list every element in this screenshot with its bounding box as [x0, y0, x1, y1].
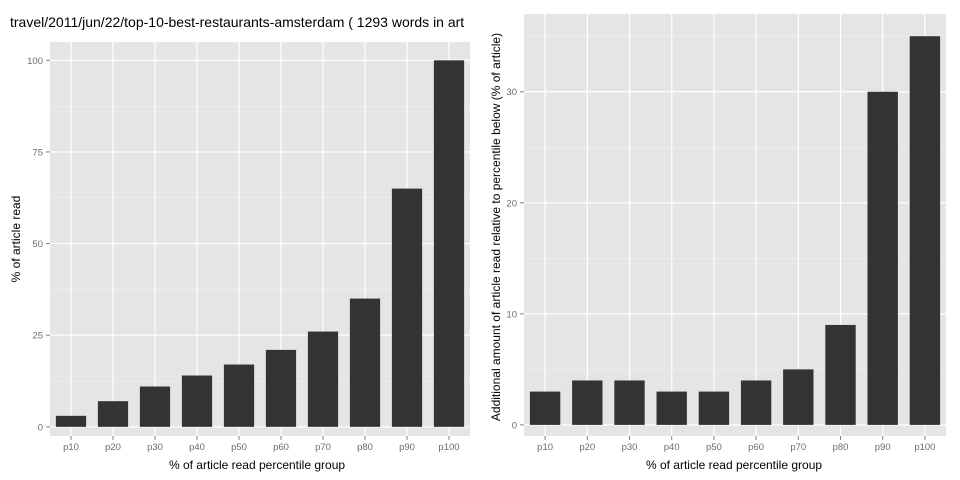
x-tick-label: p10 [537, 442, 553, 453]
y-axis-title: % of article read [9, 196, 23, 283]
bar-p40 [656, 391, 687, 425]
x-tick-label: p80 [357, 442, 373, 453]
y-tick-label: 30 [506, 87, 517, 98]
x-tick-label: p90 [399, 442, 415, 453]
y-axis-ticks: 0 10 20 30 [506, 87, 524, 431]
bar-p40 [181, 375, 213, 427]
x-axis-ticks: p10 p20 p30 p40 p50 p60 p70 p80 p90 p100 [63, 436, 460, 453]
x-axis-ticks: p10 p20 p30 p40 p50 p60 p70 p80 p90 p100 [537, 436, 935, 453]
x-tick-label: p20 [579, 442, 595, 453]
x-tick-label: p100 [438, 442, 459, 453]
y-axis-ticks: 0 25 50 75 100 [27, 56, 50, 433]
bar-p10 [529, 391, 561, 425]
y-tick-label: 50 [32, 239, 43, 250]
x-tick-label: p50 [231, 442, 247, 453]
bar-p80 [349, 298, 381, 427]
y-axis-title: Additional amount of article read relati… [489, 33, 503, 421]
bars [529, 36, 941, 425]
x-tick-label: p60 [748, 442, 764, 453]
x-axis-title: % of article read percentile group [646, 458, 822, 472]
y-tick-label: 0 [512, 420, 517, 431]
y-tick-label: 100 [27, 56, 43, 67]
bar-p70 [783, 369, 814, 425]
x-tick-label: p100 [914, 442, 935, 453]
x-tick-label: p50 [706, 442, 722, 453]
bar-p90 [391, 188, 423, 427]
x-tick-label: p70 [315, 442, 331, 453]
bar-p10 [55, 415, 87, 427]
x-tick-label: p60 [273, 442, 289, 453]
bar-p90 [867, 91, 898, 425]
x-tick-label: p40 [664, 442, 680, 453]
bar-p60 [265, 349, 297, 427]
x-tick-label: p90 [875, 442, 891, 453]
y-tick-label: 20 [506, 198, 517, 209]
bar-p20 [572, 380, 603, 425]
bar-p100 [433, 60, 465, 427]
bar-p50 [698, 391, 730, 425]
x-tick-label: p20 [105, 442, 121, 453]
bar-p30 [614, 380, 645, 425]
bars [55, 60, 465, 427]
bar-p80 [825, 324, 856, 425]
bar-p70 [307, 331, 339, 427]
y-tick-label: 75 [32, 147, 43, 158]
x-axis-title: % of article read percentile group [169, 458, 345, 472]
x-tick-label: p30 [622, 442, 638, 453]
x-tick-label: p30 [147, 442, 163, 453]
bar-p100 [909, 36, 941, 425]
x-tick-label: p70 [790, 442, 806, 453]
bar-p60 [740, 380, 772, 425]
x-tick-label: p40 [189, 442, 205, 453]
chart-title: travel/2011/jun/22/top-10-best-restauran… [10, 14, 464, 30]
y-tick-label: 10 [506, 309, 517, 320]
bar-p50 [223, 364, 255, 427]
bar-p20 [97, 401, 129, 427]
y-tick-label: 0 [38, 422, 43, 433]
bar-p30 [139, 386, 171, 427]
x-tick-label: p10 [63, 442, 79, 453]
y-tick-label: 25 [32, 331, 43, 342]
x-tick-label: p80 [833, 442, 849, 453]
chart-percent-read: travel/2011/jun/22/top-10-best-restauran… [9, 14, 470, 472]
